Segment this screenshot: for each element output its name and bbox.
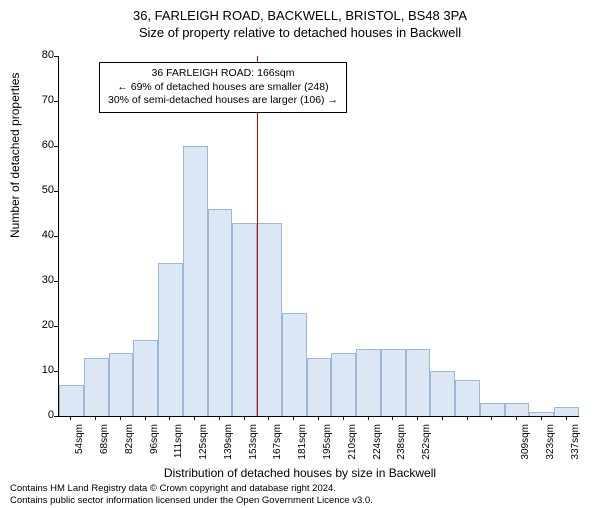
x-tick-label: 323sqm: [545, 424, 556, 468]
x-tick-mark: [219, 416, 220, 420]
x-tick-mark: [318, 416, 319, 420]
y-tick-mark: [54, 191, 58, 192]
x-axis-label: Distribution of detached houses by size …: [0, 466, 600, 480]
x-tick-mark: [368, 416, 369, 420]
histogram-bar: [59, 385, 84, 417]
x-tick-mark: [194, 416, 195, 420]
x-tick-mark: [467, 416, 468, 420]
histogram-bar: [554, 407, 579, 416]
histogram-bar: [307, 358, 332, 417]
histogram-bar: [455, 380, 480, 416]
y-tick-label: 80: [30, 49, 54, 61]
annotation-line1: 36 FARLEIGH ROAD: 166sqm: [108, 67, 338, 81]
x-tick-label: 54sqm: [74, 424, 85, 468]
attribution-line2: Contains public sector information licen…: [10, 495, 373, 506]
histogram-bar: [84, 358, 109, 417]
x-tick-mark: [293, 416, 294, 420]
chart-container: 36, FARLEIGH ROAD, BACKWELL, BRISTOL, BS…: [0, 8, 600, 508]
y-tick-mark: [54, 281, 58, 282]
y-tick-label: 40: [30, 229, 54, 241]
x-tick-label: 125sqm: [198, 424, 209, 468]
histogram-bar: [529, 412, 554, 417]
attribution-line1: Contains HM Land Registry data © Crown c…: [10, 483, 373, 494]
x-tick-mark: [145, 416, 146, 420]
y-tick-label: 50: [30, 184, 54, 196]
x-tick-mark: [491, 416, 492, 420]
histogram-bar: [282, 313, 307, 417]
y-tick-mark: [54, 236, 58, 237]
x-tick-label: 210sqm: [347, 424, 358, 468]
histogram-bar: [158, 263, 183, 416]
x-tick-label: 96sqm: [149, 424, 160, 468]
x-tick-mark: [516, 416, 517, 420]
y-tick-mark: [54, 416, 58, 417]
histogram-bar: [430, 371, 455, 416]
x-tick-label: 309sqm: [520, 424, 531, 468]
x-tick-label: 111sqm: [173, 424, 184, 468]
x-tick-mark: [244, 416, 245, 420]
histogram-bar: [133, 340, 158, 417]
x-tick-label: 224sqm: [372, 424, 383, 468]
x-tick-mark: [70, 416, 71, 420]
x-tick-mark: [417, 416, 418, 420]
annotation-line2: ← 69% of detached houses are smaller (24…: [108, 81, 338, 95]
x-tick-mark: [169, 416, 170, 420]
x-tick-mark: [442, 416, 443, 420]
y-tick-mark: [54, 146, 58, 147]
histogram-bar: [480, 403, 505, 417]
y-tick-label: 30: [30, 274, 54, 286]
x-tick-label: 82sqm: [124, 424, 135, 468]
annotation-box: 36 FARLEIGH ROAD: 166sqm← 69% of detache…: [99, 62, 347, 113]
y-tick-mark: [54, 56, 58, 57]
histogram-bar: [183, 146, 208, 416]
x-tick-label: 139sqm: [223, 424, 234, 468]
x-tick-label: 337sqm: [570, 424, 581, 468]
histogram-bar: [208, 209, 233, 416]
x-tick-mark: [343, 416, 344, 420]
histogram-bar: [232, 223, 257, 417]
plot-region: 36 FARLEIGH ROAD: 166sqm← 69% of detache…: [58, 56, 579, 417]
title-sub: Size of property relative to detached ho…: [0, 25, 600, 40]
x-tick-label: 181sqm: [297, 424, 308, 468]
x-tick-mark: [392, 416, 393, 420]
chart-area: 36 FARLEIGH ROAD: 166sqm← 69% of detache…: [58, 56, 578, 416]
histogram-bar: [381, 349, 406, 417]
histogram-bar: [505, 403, 530, 417]
x-tick-mark: [120, 416, 121, 420]
x-tick-label: 252sqm: [421, 424, 432, 468]
x-tick-label: 238sqm: [396, 424, 407, 468]
x-tick-mark: [566, 416, 567, 420]
x-tick-label: 153sqm: [248, 424, 259, 468]
y-tick-label: 0: [30, 409, 54, 421]
y-tick-mark: [54, 371, 58, 372]
y-tick-mark: [54, 326, 58, 327]
histogram-bar: [109, 353, 134, 416]
title-main: 36, FARLEIGH ROAD, BACKWELL, BRISTOL, BS…: [0, 8, 600, 23]
annotation-line3: 30% of semi-detached houses are larger (…: [108, 94, 338, 108]
y-tick-label: 10: [30, 364, 54, 376]
y-tick-mark: [54, 101, 58, 102]
x-tick-mark: [541, 416, 542, 420]
histogram-bar: [331, 353, 356, 416]
x-tick-label: 68sqm: [99, 424, 110, 468]
x-tick-label: 167sqm: [272, 424, 283, 468]
histogram-bar: [406, 349, 431, 417]
x-tick-label: 195sqm: [322, 424, 333, 468]
y-tick-label: 20: [30, 319, 54, 331]
x-tick-mark: [268, 416, 269, 420]
histogram-bar: [257, 223, 282, 417]
x-tick-mark: [95, 416, 96, 420]
attribution: Contains HM Land Registry data © Crown c…: [10, 483, 373, 506]
y-tick-label: 60: [30, 139, 54, 151]
y-axis-label: Number of detached properties: [8, 73, 22, 238]
histogram-bar: [356, 349, 381, 417]
y-tick-label: 70: [30, 94, 54, 106]
